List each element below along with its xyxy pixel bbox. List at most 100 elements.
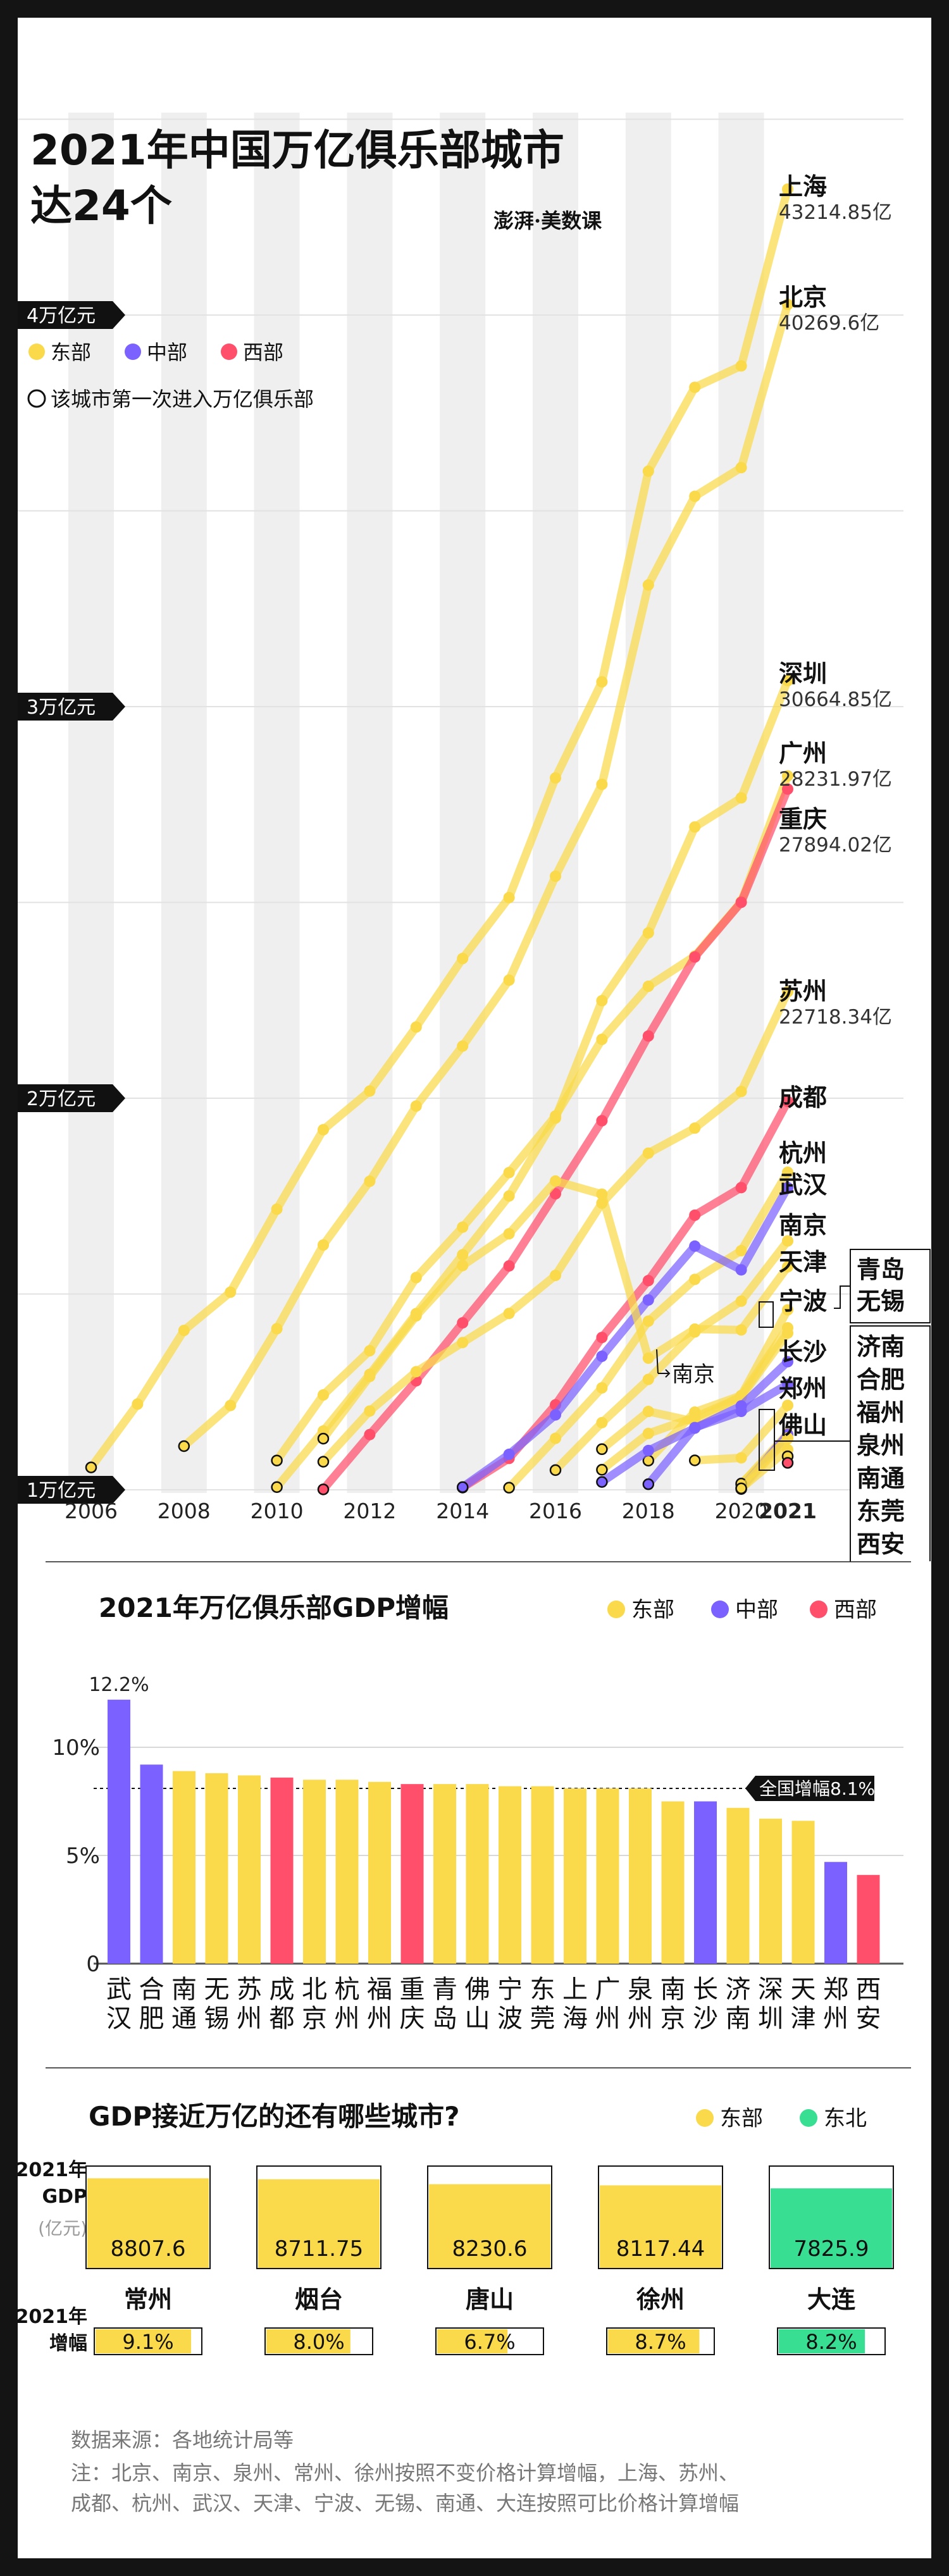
data-point: [735, 1264, 747, 1276]
year-stripe: [68, 113, 114, 1493]
data-point: [503, 1448, 515, 1460]
brand-logo: 澎湃·美数课: [493, 209, 602, 233]
growth-bar: [629, 1788, 652, 1964]
data-point: [689, 1240, 701, 1252]
gdp-fill: [771, 2188, 892, 2268]
data-point: [503, 1167, 515, 1179]
series-line: [180, 300, 792, 1451]
bar-category-label: 天: [791, 1975, 816, 2004]
data-point: [550, 870, 561, 882]
year-stripe: [161, 113, 207, 1493]
bar-category-label: 杭: [335, 1975, 360, 2004]
growth-fill: [96, 2329, 192, 2353]
bar-category-label: 南: [171, 1975, 197, 2004]
annotation-arrow: [658, 1369, 671, 1378]
row-label-gdp: GDP: [42, 2186, 87, 2208]
bar-category-label: 庆: [400, 2004, 425, 2033]
growth-bar: [726, 1807, 750, 1964]
growth-bar: [335, 1780, 359, 1964]
gdp-trend-line-chart: 1万亿元 2万亿元 3万亿元 4万亿元 2006 2008 2010 2012 2014 2016…: [18, 113, 931, 1561]
boxed-city-label: 青岛: [857, 1256, 905, 1284]
growth-fill: [266, 2329, 350, 2353]
data-point: [642, 1373, 654, 1385]
data-point: [364, 1345, 376, 1357]
data-point: [178, 1325, 190, 1337]
bar-category-label: 南: [726, 2004, 751, 2033]
data-point: [457, 1317, 469, 1329]
y-tick-label: 2万亿元: [27, 1088, 96, 1110]
boxed-city-label: 泉州: [857, 1432, 905, 1459]
series-end-label: 佛山: [778, 1411, 827, 1439]
data-point: [364, 1175, 376, 1187]
y-tick-label: 4万亿元: [27, 305, 96, 327]
gdp-value-label: 7825.9: [794, 2236, 869, 2262]
series-line: [458, 1183, 792, 1492]
bar-category-label: 武: [106, 1975, 132, 2004]
bar-category-label: 莞: [530, 2004, 555, 2033]
note-text-line: 成都、杭州、武汉、天津、宁波、无锡、南通、大连按照可比价格计算增幅: [71, 2491, 739, 2515]
data-point: [457, 953, 469, 965]
data-point: [642, 579, 654, 591]
series-line: [551, 1237, 792, 1475]
series-end-label: 北京: [779, 283, 827, 311]
data-point: [596, 1188, 608, 1200]
bar-top-value-label: 12.2%: [89, 1674, 149, 1696]
data-point: [596, 1332, 608, 1344]
annotation-arrow: [656, 1349, 659, 1374]
gdp-fill: [258, 2179, 380, 2268]
first-entry-point: [596, 1464, 608, 1476]
bar-category-label: 州: [628, 2004, 653, 2033]
data-point: [642, 1427, 654, 1439]
growth-bar: [531, 1786, 554, 1964]
series-end-label: 深圳: [779, 660, 827, 688]
bar-category-label: 州: [823, 2004, 848, 2033]
series-end-value: 22718.34亿: [779, 1006, 892, 1029]
data-point: [782, 1167, 793, 1179]
x-tick-label: 2014: [436, 1499, 489, 1523]
x-tick-label: 2021: [759, 1499, 817, 1523]
source-label: 数据来源：各地统计局等: [71, 2428, 294, 2452]
growth-bar: [140, 1764, 163, 1964]
first-entry-point: [317, 1432, 330, 1445]
first-entry-point: [596, 1476, 608, 1488]
growth-value-label: 8.0%: [293, 2330, 344, 2354]
data-point: [782, 674, 793, 686]
data-point: [596, 778, 608, 790]
data-point: [642, 1147, 654, 1159]
highlight-box: [759, 1409, 775, 1471]
series-end-value: 28231.97亿: [779, 768, 892, 791]
near-legend-northeast-label: 东北: [824, 2106, 867, 2131]
first-entry-point: [596, 1443, 608, 1456]
data-point: [642, 1275, 654, 1287]
bar-category-label: 重: [400, 1975, 425, 2004]
data-point: [596, 1350, 608, 1362]
bar-category-label: 都: [270, 2004, 295, 2033]
boxed-city-label: 合肥: [857, 1366, 905, 1394]
series-end-label: 郑州: [779, 1375, 827, 1403]
data-point: [457, 1249, 469, 1261]
boxed-label-group: [850, 1325, 931, 1561]
row-label-unit: (亿元): [38, 2218, 87, 2239]
bar-category-label: 青: [432, 1975, 457, 2004]
data-point: [410, 1021, 422, 1033]
data-point: [782, 986, 793, 998]
bar-category-label: 肥: [139, 2004, 164, 2033]
city-name: 烟台: [295, 2286, 343, 2313]
data-point: [782, 183, 793, 195]
y-tick-flag: [18, 1476, 125, 1504]
data-point: [457, 1040, 469, 1052]
data-point: [503, 1228, 515, 1240]
data-point: [642, 1406, 654, 1418]
row-label-growth: 2021年: [18, 2306, 87, 2328]
first-entry-point: [178, 1440, 190, 1452]
legend-west-label: 西部: [243, 340, 283, 364]
growth-bar: [303, 1780, 326, 1964]
gdp-fill: [87, 2178, 209, 2268]
data-point: [225, 1399, 237, 1411]
data-point: [550, 1188, 561, 1200]
data-point: [318, 1389, 329, 1401]
data-point: [550, 772, 561, 784]
bar-category-label: 波: [497, 2004, 523, 2033]
series-end-label: 杭州: [779, 1139, 827, 1167]
data-point: [642, 1444, 654, 1456]
